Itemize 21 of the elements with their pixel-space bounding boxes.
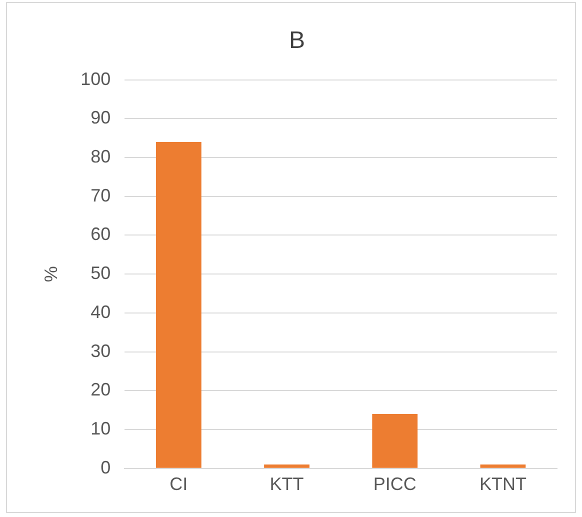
bar — [372, 414, 418, 468]
y-tick-label: 30 — [90, 340, 111, 361]
x-tick-label: KTT — [270, 474, 304, 494]
y-tick-label: 50 — [90, 263, 111, 284]
bar — [156, 142, 202, 468]
x-tick-label: PICC — [373, 474, 416, 494]
y-tick-label: 0 — [100, 457, 111, 478]
bar — [480, 464, 526, 468]
y-tick-label: 40 — [90, 302, 111, 322]
x-tick-label: KTNT — [479, 474, 526, 494]
y-tick-label: 20 — [90, 380, 111, 400]
chart-title: B — [288, 27, 306, 54]
y-tick-label: 80 — [90, 146, 111, 166]
y-tick-label: 70 — [90, 185, 111, 206]
y-tick-label: 60 — [90, 224, 111, 244]
y-tick-label: 10 — [90, 418, 111, 439]
y-axis-title: % — [40, 266, 61, 282]
y-tick-label: 100 — [80, 68, 111, 89]
x-tick-label: CI — [170, 474, 188, 494]
bar — [264, 464, 310, 468]
y-tick-label: 90 — [90, 108, 111, 128]
